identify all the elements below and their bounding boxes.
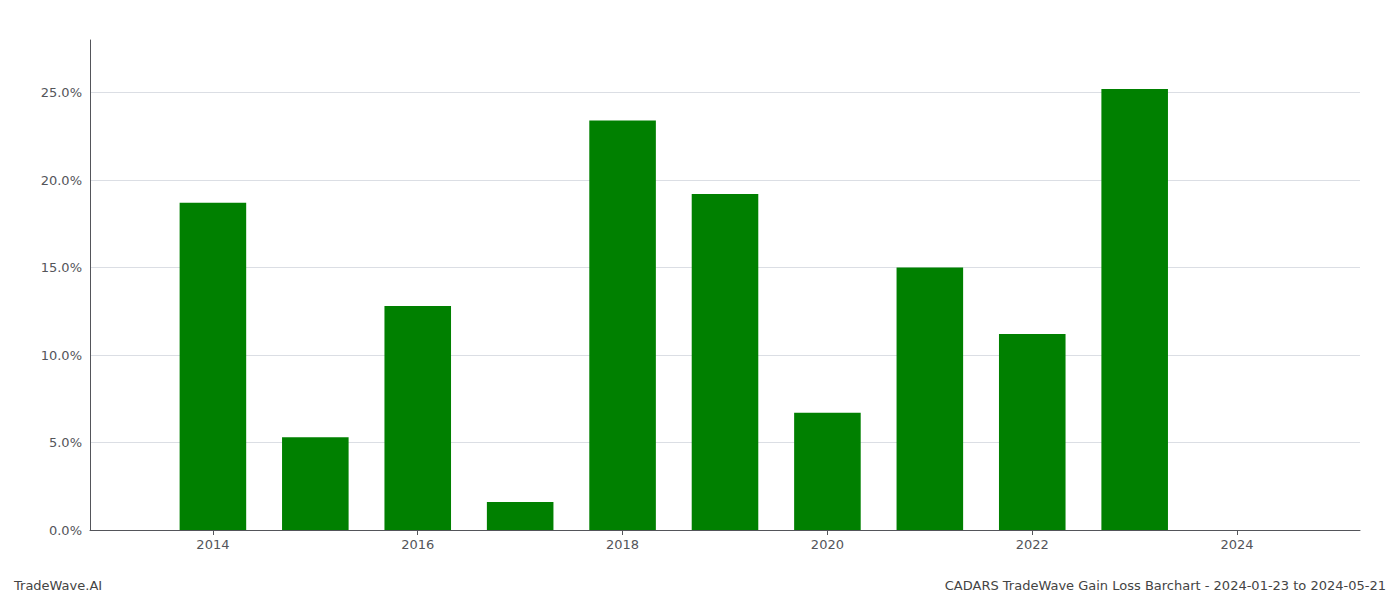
svg-text:2018: 2018	[606, 537, 639, 552]
svg-text:CADARS TradeWave Gain Loss Bar: CADARS TradeWave Gain Loss Barchart - 20…	[945, 578, 1386, 593]
svg-text:5.0%: 5.0%	[49, 435, 82, 450]
svg-text:25.0%: 25.0%	[41, 85, 82, 100]
svg-text:0.0%: 0.0%	[49, 523, 82, 538]
svg-text:2020: 2020	[811, 537, 844, 552]
svg-text:15.0%: 15.0%	[41, 260, 82, 275]
svg-text:TradeWave.AI: TradeWave.AI	[13, 578, 102, 593]
svg-text:2022: 2022	[1016, 537, 1049, 552]
svg-text:10.0%: 10.0%	[41, 348, 82, 363]
svg-text:2024: 2024	[1221, 537, 1254, 552]
svg-text:2014: 2014	[196, 537, 229, 552]
svg-text:2016: 2016	[401, 537, 434, 552]
svg-text:20.0%: 20.0%	[41, 173, 82, 188]
